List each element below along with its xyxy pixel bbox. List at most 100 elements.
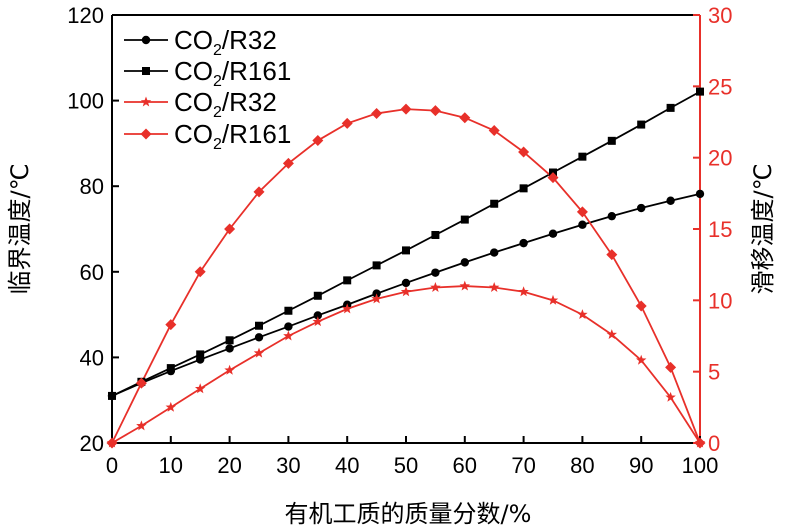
x-tick-label: 40 (335, 453, 359, 478)
series-0-point (695, 189, 705, 199)
series-1-point (284, 306, 293, 315)
y-left-tick-label: 80 (80, 174, 104, 199)
series-1-point (313, 291, 322, 300)
x-tick-label: 20 (217, 453, 241, 478)
series-0-point (637, 203, 646, 213)
series-3-point (341, 117, 353, 129)
series-0-point (225, 344, 234, 353)
x-axis-title: 有机工质的质量分数/% (285, 500, 532, 528)
series-markers (106, 87, 706, 449)
series-2-point (547, 294, 559, 305)
y-axis-left-title: 临界温度/℃ (6, 163, 34, 294)
series-1-point (372, 261, 381, 270)
x-tick-label: 10 (159, 453, 183, 478)
x-tick-label: 80 (570, 453, 594, 478)
series-3-point (165, 319, 177, 331)
series-2-point (253, 347, 265, 358)
x-tick-label: 50 (394, 453, 418, 478)
series-1-point (166, 364, 175, 373)
series-0-point (431, 268, 440, 277)
y-left-tick-label: 60 (80, 260, 104, 285)
series-1-point (343, 276, 352, 285)
x-tick-label: 60 (453, 453, 477, 478)
series-1-point (607, 136, 616, 145)
series-2-point (194, 383, 206, 394)
y-left-tick-label: 40 (80, 345, 104, 370)
x-tick-label: 100 (682, 453, 719, 478)
legend-marker-1 (142, 67, 150, 75)
x-tick-label: 90 (629, 453, 653, 478)
series-3-point (665, 361, 677, 373)
series-2-point (518, 286, 529, 297)
series-3-point (194, 266, 206, 278)
series-2-point (165, 401, 177, 412)
axis-ticks: 0 10 20 30 40 50 60 70 80 90 100 20 40 60 80 100 120 0 5 10… (67, 3, 732, 478)
series-3-point (224, 223, 236, 235)
series-0-point (254, 333, 264, 342)
series-1-point (460, 215, 469, 224)
series-3-point (459, 112, 471, 124)
legend-marker-2 (140, 96, 152, 107)
series-0-point (519, 238, 528, 248)
series-2-point (312, 316, 324, 327)
legend-marker-0 (141, 35, 151, 45)
series-0-point (460, 258, 469, 267)
series-2-point (283, 330, 294, 341)
series-2-point (635, 354, 647, 365)
series-1-point (108, 391, 116, 400)
series-1-point (637, 120, 646, 129)
series-line-0 (111, 193, 701, 397)
series-3-point (371, 107, 383, 119)
series-2-point (136, 420, 147, 431)
y-left-tick-label: 20 (80, 431, 104, 456)
series-0-point (284, 322, 293, 331)
y-right-tick-label: 10 (708, 288, 732, 313)
series-2-point (430, 281, 441, 292)
series-0-point (666, 196, 675, 205)
series-3-point (488, 125, 500, 137)
series-3-point (547, 172, 559, 184)
series-1-point (255, 321, 263, 330)
series-3-point (429, 105, 441, 117)
series-0-point (401, 278, 411, 288)
series-1-point (196, 350, 205, 359)
series-2-point (459, 280, 471, 291)
y-axis-right-title: 滑移温度/℃ (749, 163, 777, 294)
series-0-point (607, 211, 616, 221)
series-2-point (665, 391, 676, 402)
series-3-point (106, 437, 118, 449)
series-1-point (666, 103, 675, 112)
y-right-tick-label: 0 (708, 431, 720, 456)
series-3-point (576, 206, 588, 218)
series-0-point (548, 229, 558, 238)
series-1-point (519, 184, 528, 193)
series-3-point (400, 103, 412, 115)
series-3-point (282, 157, 294, 169)
x-tick-label: 0 (106, 453, 118, 478)
series-3-point (518, 146, 530, 158)
y-right-tick-label: 25 (708, 74, 732, 99)
series-1-point (578, 152, 587, 161)
series-3-point (606, 249, 618, 261)
series-2-point (577, 309, 588, 320)
series-2-point (371, 293, 382, 304)
series-3-point (635, 300, 647, 312)
series-2-point (606, 329, 618, 340)
series-0-point (578, 220, 587, 229)
series-1-point (490, 199, 499, 208)
legend-label-2: CO2/R32 (174, 87, 277, 121)
series-3-point (312, 135, 324, 147)
series-1-point (696, 87, 704, 96)
series-2-point (341, 303, 353, 314)
series-0-point (313, 311, 322, 320)
series-1-point (402, 246, 410, 255)
series-2-point (224, 364, 235, 375)
series-3-point (135, 377, 147, 389)
series-3-point (694, 437, 706, 449)
series-0-point (490, 248, 499, 257)
series-1-point (225, 336, 234, 345)
y-right-tick-label: 30 (708, 3, 732, 28)
legend-label-3: CO2/R161 (174, 119, 291, 153)
legend-marker-3 (140, 128, 152, 140)
